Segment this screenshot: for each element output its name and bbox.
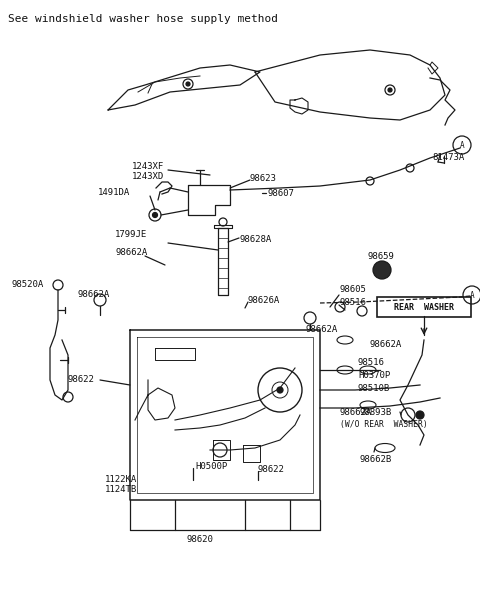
- Circle shape: [277, 387, 283, 393]
- Circle shape: [186, 82, 190, 86]
- Ellipse shape: [375, 444, 395, 453]
- Ellipse shape: [337, 336, 353, 344]
- Text: 98516: 98516: [340, 298, 367, 307]
- Text: 98628A: 98628A: [240, 235, 272, 244]
- Text: 1491DA: 1491DA: [98, 188, 130, 197]
- Text: 98510B: 98510B: [358, 384, 390, 393]
- Text: 98662A: 98662A: [305, 325, 337, 334]
- Text: A: A: [470, 290, 474, 300]
- Text: 98607: 98607: [268, 189, 295, 198]
- Ellipse shape: [360, 401, 376, 409]
- Text: A: A: [460, 140, 464, 149]
- Circle shape: [373, 261, 391, 279]
- Text: 81473A: 81473A: [432, 153, 464, 162]
- Ellipse shape: [360, 366, 376, 374]
- Text: 98662A: 98662A: [370, 340, 402, 349]
- Text: 1799JE: 1799JE: [115, 230, 147, 239]
- Text: 98623: 98623: [250, 174, 277, 183]
- Text: 98626A: 98626A: [248, 296, 280, 305]
- Text: 98662A: 98662A: [115, 248, 147, 257]
- Text: 1122KA
1124TB: 1122KA 1124TB: [105, 475, 137, 494]
- Text: (W/O REAR  WASHER): (W/O REAR WASHER): [340, 420, 428, 429]
- Text: 98620: 98620: [187, 535, 214, 544]
- Text: 98605: 98605: [340, 285, 367, 294]
- Text: 98662A: 98662A: [340, 408, 372, 417]
- Text: 98659: 98659: [368, 252, 395, 261]
- Text: 98662A: 98662A: [78, 290, 110, 299]
- Text: 98893B: 98893B: [360, 408, 392, 417]
- Text: 98520A: 98520A: [12, 280, 44, 289]
- Text: 98516: 98516: [358, 358, 385, 367]
- Ellipse shape: [337, 366, 353, 374]
- Text: 98662B: 98662B: [360, 455, 392, 464]
- FancyBboxPatch shape: [377, 297, 471, 317]
- Text: 1243XF
1243XD: 1243XF 1243XD: [132, 162, 164, 181]
- Text: REAR  WASHER: REAR WASHER: [394, 303, 454, 312]
- Text: H0370P: H0370P: [358, 371, 390, 380]
- Text: See windshield washer hose supply method: See windshield washer hose supply method: [8, 14, 278, 24]
- Text: H0500P: H0500P: [195, 462, 227, 471]
- Circle shape: [153, 212, 157, 218]
- Circle shape: [416, 411, 424, 419]
- Circle shape: [388, 88, 392, 92]
- Text: 98622: 98622: [68, 375, 95, 384]
- Text: 98622: 98622: [258, 465, 285, 474]
